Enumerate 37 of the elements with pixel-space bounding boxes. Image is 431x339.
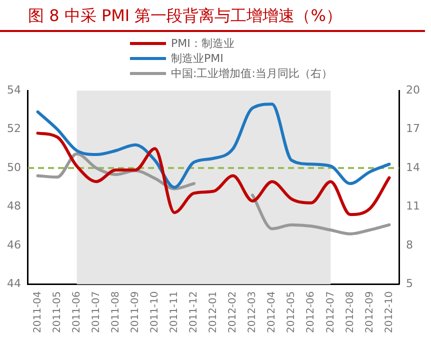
chart-title: 图 8 中采 PMI 第一段背离与工增增速（%） bbox=[0, 0, 425, 32]
x-tick-label: 2012-10 bbox=[384, 291, 395, 334]
y2-tick-label: 17 bbox=[406, 122, 420, 136]
line-series bbox=[36, 132, 391, 216]
x-tick-label: 2012-06 bbox=[306, 291, 317, 334]
line-series bbox=[36, 102, 391, 189]
y-tick-label: 48 bbox=[6, 200, 21, 213]
x-tick-label: 2011-05 bbox=[52, 291, 63, 334]
y2-tick-label: 5 bbox=[406, 277, 414, 290]
legend-label: 中国:工业增加值:当月同比（右） bbox=[171, 66, 332, 81]
y2-tick-label: 8 bbox=[406, 238, 414, 252]
x-tick-label: 2012-09 bbox=[364, 291, 376, 334]
x-tick-label: 2012-03 bbox=[247, 291, 258, 334]
x-tick-label: 2012-07 bbox=[325, 291, 336, 334]
x-tick-label: 2011-09 bbox=[130, 291, 141, 334]
x-tick-label: 2011-07 bbox=[90, 291, 102, 334]
y2-tick-label: 11 bbox=[406, 200, 420, 213]
x-tick-label: 2011-04 bbox=[32, 291, 44, 334]
y2-tick-label: 20 bbox=[406, 83, 420, 96]
x-tick-label: 2012-05 bbox=[286, 291, 298, 334]
y-tick-label: 46 bbox=[6, 238, 21, 252]
legend-label: PMI：制造业 bbox=[171, 36, 234, 51]
y-tick-label: 54 bbox=[6, 83, 21, 96]
y2-tick-label: 14 bbox=[406, 160, 420, 174]
x-tick-label: 2011-08 bbox=[110, 291, 122, 334]
x-tick-label: 2012-04 bbox=[266, 291, 278, 334]
y-tick-label: 50 bbox=[6, 160, 21, 174]
y-tick-label: 44 bbox=[6, 277, 21, 290]
legend-label: 制造业PMI bbox=[171, 51, 224, 66]
x-tick-label: 2012-01 bbox=[208, 291, 220, 334]
x-tick-label: 2011-06 bbox=[71, 291, 82, 334]
x-tick-label: 2011-10 bbox=[150, 291, 161, 334]
x-tick-label: 2012-02 bbox=[228, 291, 239, 334]
x-tick-label: 2011-11 bbox=[169, 291, 180, 334]
x-tick-label: 2011-12 bbox=[188, 291, 200, 334]
y-tick-label: 52 bbox=[6, 122, 21, 136]
x-tick-label: 2012-08 bbox=[344, 291, 356, 334]
